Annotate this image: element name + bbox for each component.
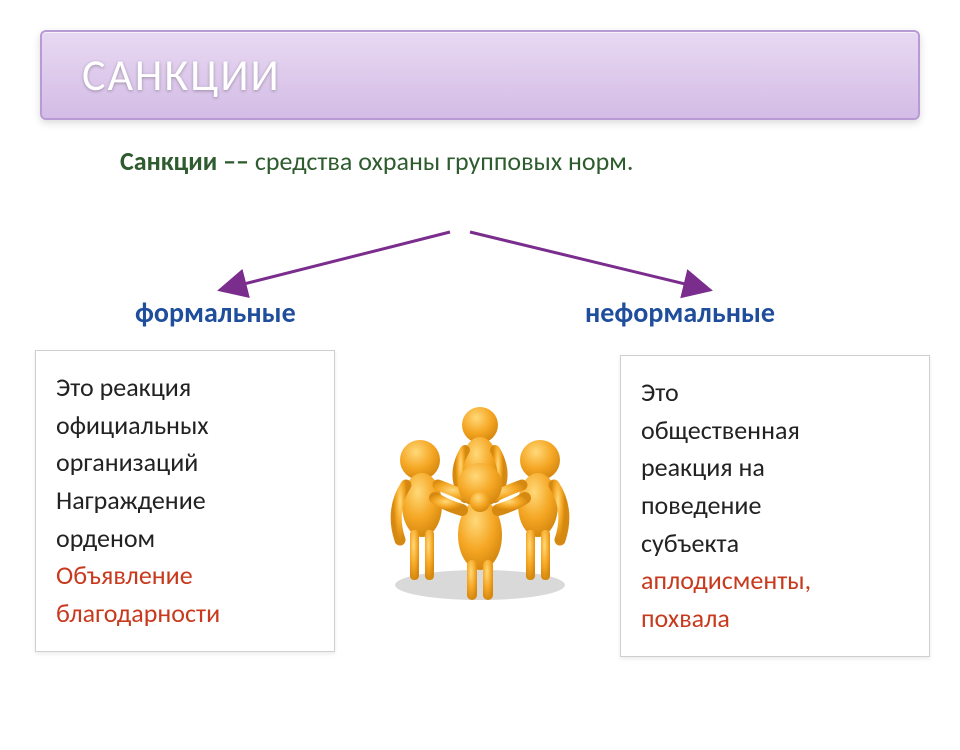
definition-term: Санкции bbox=[120, 145, 217, 177]
informal-text: общественная bbox=[641, 412, 909, 450]
page-title: САНКЦИИ bbox=[82, 48, 281, 102]
formal-text: Это реакция bbox=[56, 369, 314, 407]
branch-arrows bbox=[150, 230, 810, 300]
title-bar: САНКЦИИ bbox=[40, 30, 920, 120]
formal-text: официальных bbox=[56, 407, 314, 445]
formal-example: Объявление bbox=[56, 557, 314, 595]
formal-text: орденом bbox=[56, 520, 314, 558]
informal-text: реакция на bbox=[641, 449, 909, 487]
formal-text: Награждение bbox=[56, 482, 314, 520]
definition-line: Санкции –– средства охраны групповых нор… bbox=[120, 145, 960, 177]
informal-text: поведение bbox=[641, 487, 909, 525]
people-circle-icon bbox=[370, 390, 590, 610]
formal-box: Это реакция официальных организаций Нагр… bbox=[35, 350, 335, 652]
informal-text: субъекта bbox=[641, 525, 909, 563]
branch-informal-label: неформальные bbox=[585, 295, 775, 330]
definition-rest: средства охраны групповых норм. bbox=[255, 145, 634, 177]
informal-example: аплодисменты, bbox=[641, 562, 909, 600]
formal-example: благодарности bbox=[56, 595, 314, 633]
informal-example: похвала bbox=[641, 600, 909, 638]
informal-text: Это bbox=[641, 374, 909, 412]
informal-box: Это общественная реакция на поведение су… bbox=[620, 355, 930, 657]
formal-text: организаций bbox=[56, 444, 314, 482]
branch-formal-label: формальные bbox=[135, 295, 296, 330]
definition-connector: –– bbox=[217, 145, 255, 177]
